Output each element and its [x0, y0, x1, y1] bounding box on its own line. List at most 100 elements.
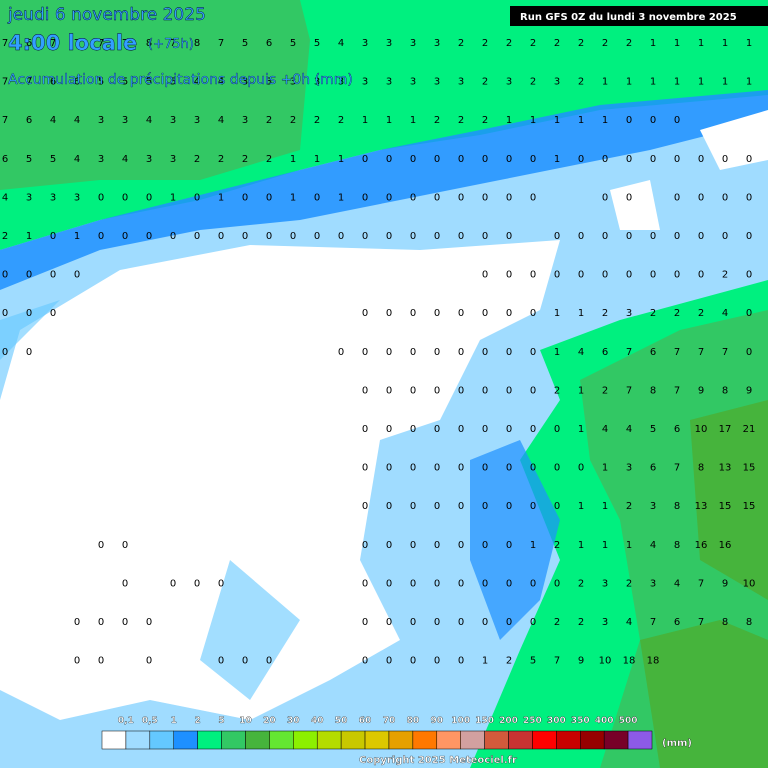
grid-value: 5 — [650, 424, 656, 435]
grid-value: 1 — [746, 38, 752, 49]
zone-blue — [0, 90, 768, 290]
grid-value: 3 — [458, 77, 464, 88]
grid-value: 0 — [506, 231, 512, 242]
grid-value: 0 — [146, 617, 152, 628]
grid-value: 1 — [578, 501, 584, 512]
grid-value: 1 — [554, 347, 560, 358]
grid-value: 0 — [410, 347, 416, 358]
grid-value: 3 — [170, 154, 176, 165]
grid-value: 0 — [410, 463, 416, 474]
legend-label: 50 — [335, 716, 348, 726]
grid-value: 0 — [506, 617, 512, 628]
grid-value: 2 — [482, 77, 488, 88]
grid-value: 2 — [554, 385, 560, 396]
grid-value: 2 — [674, 308, 680, 319]
grid-value: 0 — [530, 192, 536, 203]
grid-value: 1 — [746, 77, 752, 88]
legend-label: 5 — [218, 716, 224, 726]
grid-value: 0 — [362, 424, 368, 435]
legend-swatch — [508, 730, 533, 750]
grid-value: 0 — [410, 231, 416, 242]
grid-value: 1 — [530, 540, 536, 551]
grid-value: 0 — [506, 270, 512, 281]
grid-value: 0 — [554, 578, 560, 589]
grid-value: 7 — [218, 38, 224, 49]
grid-value: 0 — [290, 231, 296, 242]
grid-value: 0 — [410, 308, 416, 319]
grid-value: 0 — [482, 270, 488, 281]
grid-value: 0 — [458, 540, 464, 551]
grid-value: 7 — [674, 385, 680, 396]
grid-value: 2 — [482, 115, 488, 126]
grid-value: 7 — [122, 38, 128, 49]
legend-label: 200 — [499, 716, 518, 726]
grid-value: 0 — [506, 578, 512, 589]
grid-value: 7 — [674, 347, 680, 358]
grid-value: 0 — [146, 231, 152, 242]
grid-value: 4 — [626, 617, 632, 628]
grid-value: 2 — [194, 154, 200, 165]
legend-swatch — [149, 730, 174, 750]
grid-value: 1 — [698, 38, 704, 49]
legend-label: 70 — [383, 716, 396, 726]
grid-value: 0 — [746, 308, 752, 319]
grid-value: 0 — [458, 424, 464, 435]
grid-value: 3 — [410, 77, 416, 88]
grid-value: 9 — [578, 656, 584, 667]
legend-swatch — [293, 730, 318, 750]
grid-value: 2 — [554, 38, 560, 49]
legend-swatch — [556, 730, 581, 750]
legend-swatch — [603, 730, 629, 750]
grid-value: 1 — [674, 77, 680, 88]
grid-value: 6 — [74, 77, 80, 88]
legend-label: 60 — [359, 716, 372, 726]
grid-value: 1 — [722, 77, 728, 88]
grid-value: 3 — [26, 192, 32, 203]
grid-value: 18 — [623, 656, 636, 667]
grid-value: 0 — [362, 540, 368, 551]
grid-value: 0 — [554, 501, 560, 512]
grid-value: 2 — [602, 38, 608, 49]
grid-value: 0 — [482, 154, 488, 165]
grid-value: 0 — [434, 308, 440, 319]
legend-label: 80 — [407, 716, 420, 726]
grid-value: 0 — [434, 578, 440, 589]
grid-value: 1 — [602, 540, 608, 551]
grid-value: 0 — [386, 501, 392, 512]
grid-value: 2 — [626, 501, 632, 512]
grid-value: 0 — [362, 308, 368, 319]
grid-value: 0 — [98, 656, 104, 667]
grid-value: 3 — [50, 192, 56, 203]
grid-value: 2 — [458, 115, 464, 126]
time: 4:00 locale — [8, 31, 137, 55]
grid-value: 6 — [602, 347, 608, 358]
legend-label: 2 — [195, 716, 201, 726]
date: jeudi 6 novembre 2025 — [7, 5, 206, 25]
grid-value: 0 — [194, 192, 200, 203]
grid-value: 7 — [650, 617, 656, 628]
grid-value: 0 — [458, 617, 464, 628]
grid-value: 6 — [26, 38, 32, 49]
legend-label: 250 — [523, 716, 542, 726]
grid-value: 0 — [458, 154, 464, 165]
grid-value: 0 — [122, 192, 128, 203]
grid-value: 0 — [386, 656, 392, 667]
grid-value: 3 — [626, 308, 632, 319]
grid-value: 2 — [578, 617, 584, 628]
grid-value: 0 — [458, 656, 464, 667]
grid-value: 0 — [530, 424, 536, 435]
grid-value: 0 — [722, 231, 728, 242]
legend-label: 500 — [619, 716, 638, 726]
grid-value: 6 — [266, 38, 272, 49]
grid-value: 0 — [434, 540, 440, 551]
grid-value: 2 — [458, 38, 464, 49]
grid-value: 8 — [146, 38, 152, 49]
grid-value: 2 — [530, 77, 536, 88]
grid-value: 0 — [314, 192, 320, 203]
grid-value: 1 — [290, 192, 296, 203]
grid-value: 8 — [650, 385, 656, 396]
legend-label: 20 — [263, 716, 276, 726]
grid-value: 3 — [170, 115, 176, 126]
grid-value: 3 — [602, 617, 608, 628]
grid-value: 0 — [698, 231, 704, 242]
